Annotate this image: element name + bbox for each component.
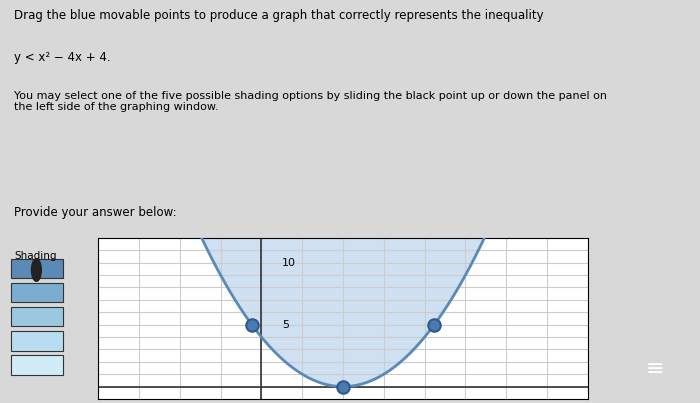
Point [337, 383, 349, 390]
Text: 5: 5 [281, 320, 288, 330]
Bar [10, 259, 63, 278]
Text: Drag the blue movable points to produce a graph that correctly represents the in: Drag the blue movable points to produce … [14, 9, 544, 22]
Bar [10, 283, 63, 302]
Text: You may select one of the five possible shading options by sliding the black poi: You may select one of the five possible … [14, 91, 607, 112]
Bar [10, 307, 63, 326]
Point [246, 321, 257, 328]
Text: y < x² − 4x + 4.: y < x² − 4x + 4. [14, 51, 111, 64]
Circle shape [32, 259, 41, 281]
Text: Provide your answer below:: Provide your answer below: [14, 206, 176, 218]
Text: ≡: ≡ [645, 359, 664, 379]
Bar [10, 355, 63, 375]
Bar [10, 331, 63, 351]
Text: Shading: Shading [14, 251, 57, 261]
Point [429, 321, 440, 328]
Text: 10: 10 [281, 258, 295, 268]
